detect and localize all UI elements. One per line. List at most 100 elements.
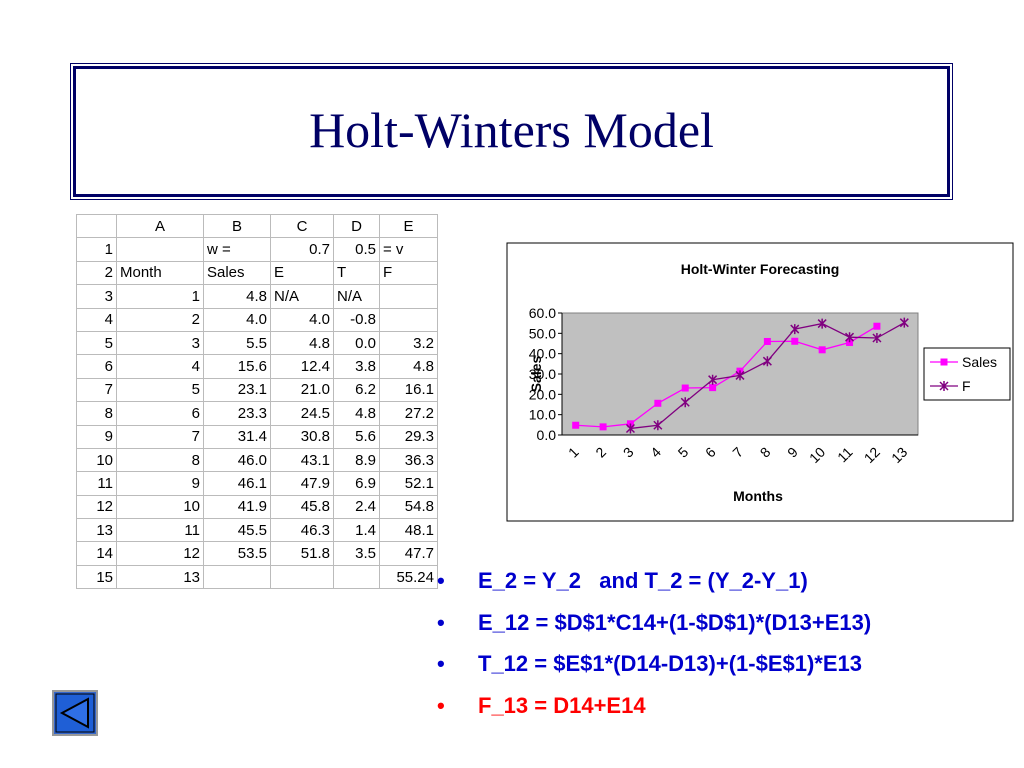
cell: 0.0 <box>333 330 380 356</box>
y-tick-label: 20.0 <box>529 386 556 402</box>
data-point <box>708 374 718 385</box>
cell: 46.3 <box>270 518 334 543</box>
data-point <box>599 423 607 431</box>
cell: Month <box>116 260 204 286</box>
legend <box>923 347 1011 401</box>
y-tick-label: 60.0 <box>529 305 556 321</box>
y-tick-label: 40.0 <box>529 346 556 362</box>
row-number: 9 <box>76 424 117 449</box>
cell: 53.5 <box>203 541 271 566</box>
bullet: E_2 = Y_2 and T_2 = (Y_2-Y_1) <box>437 568 871 610</box>
cell: 4.8 <box>379 354 438 379</box>
sheet-row: 3 1 4.8 N/A N/A <box>76 284 438 309</box>
series-line <box>630 322 905 430</box>
column-header: C <box>270 213 334 239</box>
back-button[interactable] <box>52 690 98 736</box>
x-tick-label: 7 <box>729 444 746 461</box>
data-point <box>709 384 717 392</box>
column-header: E <box>379 213 438 239</box>
row-number: 15 <box>76 564 117 590</box>
x-tick-label: 6 <box>702 444 719 461</box>
slide-title: Holt-Winters Model <box>309 102 714 158</box>
data-point <box>681 384 689 392</box>
cell: 46.0 <box>203 447 271 473</box>
column-header <box>76 213 117 239</box>
chart-title: Holt-Winter Forecasting <box>681 261 840 277</box>
x-tick-label: 2 <box>592 444 609 461</box>
cell: 7 <box>116 424 204 449</box>
row-number: 5 <box>76 330 117 356</box>
legend-marker <box>940 358 948 366</box>
row-number: 1 <box>76 237 117 262</box>
x-tick-label: 5 <box>675 444 692 461</box>
sheet-row: 2 Month Sales E T F <box>76 260 438 286</box>
cell: 8 <box>116 447 204 473</box>
cell <box>116 237 204 262</box>
chart-frame <box>506 242 1014 522</box>
column-header: B <box>203 213 271 239</box>
data-point <box>736 367 744 375</box>
cell: 45.8 <box>270 494 334 520</box>
cell: 43.1 <box>270 447 334 473</box>
cell: E <box>270 260 334 286</box>
cell: 29.3 <box>379 424 438 449</box>
bullet: E_12 = $D$1*C14+(1-$D$1)*(D13+E13) <box>437 610 871 652</box>
row-number: 13 <box>76 518 117 543</box>
cell: 10 <box>116 494 204 520</box>
data-point <box>763 337 771 345</box>
data-point <box>680 397 690 408</box>
cell: 4.8 <box>203 284 271 309</box>
cell: N/A <box>270 284 334 309</box>
cell: 3.8 <box>333 354 380 379</box>
row-number: 8 <box>76 401 117 426</box>
cell: 4.0 <box>270 307 334 332</box>
y-tick-label: 0.0 <box>537 427 557 443</box>
cell: 8.9 <box>333 447 380 473</box>
cell: 12 <box>116 541 204 566</box>
cell: 2 <box>116 307 204 332</box>
sheet-row: 1 w = 0.7 0.5 = v <box>76 237 438 262</box>
row-number: 10 <box>76 447 117 473</box>
data-point <box>790 324 800 335</box>
cell: 15.6 <box>203 354 271 379</box>
sheet-row: 6 4 15.6 12.4 3.8 4.8 <box>76 354 438 379</box>
row-number: 14 <box>76 541 117 566</box>
cell: 36.3 <box>379 447 438 473</box>
legend-marker <box>939 381 949 391</box>
sheet-row: 13 11 45.5 46.3 1.4 48.1 <box>76 518 438 543</box>
x-tick-label: 4 <box>647 444 664 461</box>
sheet-row: 8 6 23.3 24.5 4.8 27.2 <box>76 401 438 426</box>
cell: 24.5 <box>270 401 334 426</box>
cell <box>203 564 271 590</box>
cell: 0.7 <box>270 237 334 262</box>
cell: 4.8 <box>333 401 380 426</box>
row-number: 12 <box>76 494 117 520</box>
x-axis-label: Months <box>733 488 783 504</box>
plot-area <box>561 312 919 436</box>
sheet-row: 4 2 4.0 4.0 -0.8 <box>76 307 438 332</box>
y-axis-label: Sales <box>528 355 544 392</box>
column-header: A <box>116 213 204 239</box>
sheet-row: 14 12 53.5 51.8 3.5 47.7 <box>76 541 438 566</box>
data-point <box>899 317 909 328</box>
column-header: D <box>333 213 380 239</box>
x-tick-label: 8 <box>757 444 774 461</box>
cell <box>379 307 438 332</box>
cell: 3 <box>116 330 204 356</box>
data-point <box>762 356 772 367</box>
x-tick-label: 13 <box>888 444 910 466</box>
cell: 12.4 <box>270 354 334 379</box>
bullet-list: E_2 = Y_2 and T_2 = (Y_2-Y_1)E_12 = $D$1… <box>437 568 871 734</box>
cell: 23.1 <box>203 377 271 403</box>
y-tick-label: 10.0 <box>529 407 556 423</box>
data-point <box>873 322 881 330</box>
cell: 0.5 <box>333 237 380 262</box>
row-number: 11 <box>76 471 117 496</box>
cell: 13 <box>116 564 204 590</box>
legend-label: Sales <box>962 354 997 370</box>
data-point <box>872 333 882 344</box>
sheet-row: 9 7 31.4 30.8 5.6 29.3 <box>76 424 438 449</box>
cell: F <box>379 260 438 286</box>
row-number: 2 <box>76 260 117 286</box>
